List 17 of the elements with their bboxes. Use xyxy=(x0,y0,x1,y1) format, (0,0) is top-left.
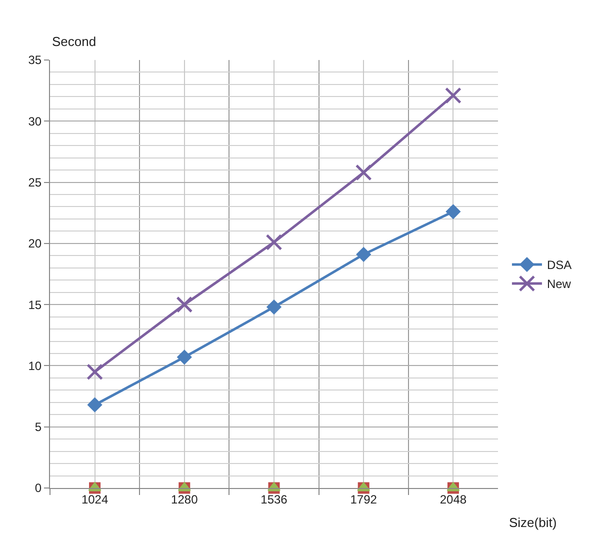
y-tick-label: 30 xyxy=(28,114,42,128)
y-tick-label: 25 xyxy=(28,175,42,190)
y-tick-label: 15 xyxy=(28,298,42,312)
x-tick-label: 1024 xyxy=(81,492,108,506)
x-tick-label: 1280 xyxy=(171,492,198,506)
y-tick-label: 5 xyxy=(34,420,42,434)
y-tick-label: 35 xyxy=(28,53,42,68)
y-tick-label: 10 xyxy=(28,358,42,373)
x-tick-label: 1536 xyxy=(260,492,288,506)
y-tick-label: 0 xyxy=(34,481,42,496)
y-axis-title: Second xyxy=(52,34,96,49)
x-axis-title: Size(bit) xyxy=(509,515,557,530)
x-tick-label: 1792 xyxy=(350,492,378,506)
x-tick-label: 2048 xyxy=(440,492,467,506)
legend-label: DSA xyxy=(546,258,572,272)
legend-label: New xyxy=(546,277,572,292)
y-tick-label: 20 xyxy=(28,236,42,251)
